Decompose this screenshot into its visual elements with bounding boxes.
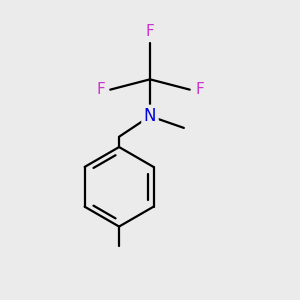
Text: F: F bbox=[96, 82, 105, 97]
Text: N: N bbox=[144, 107, 156, 125]
Text: F: F bbox=[146, 24, 154, 39]
Text: F: F bbox=[195, 82, 204, 97]
